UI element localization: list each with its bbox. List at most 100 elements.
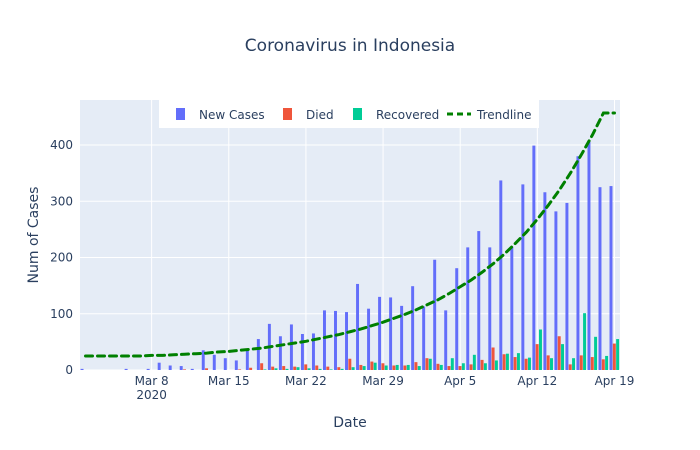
bar-died[interactable] (205, 368, 209, 370)
bar-recovered[interactable] (583, 313, 587, 370)
bar-recovered[interactable] (296, 367, 300, 370)
bar-new-cases[interactable] (278, 336, 282, 370)
bar-recovered[interactable] (329, 369, 333, 370)
bar-died[interactable] (326, 366, 330, 370)
legend-label-recovered[interactable]: Recovered (376, 108, 439, 122)
bar-new-cases[interactable] (455, 268, 459, 370)
bar-new-cases[interactable] (411, 286, 415, 370)
bar-new-cases[interactable] (488, 247, 492, 370)
trendline-path[interactable] (84, 111, 616, 358)
bar-died[interactable] (557, 336, 561, 370)
bar-new-cases[interactable] (124, 368, 128, 370)
bar-died[interactable] (491, 347, 495, 371)
bar-new-cases[interactable] (300, 334, 304, 370)
bar-died[interactable] (304, 364, 308, 370)
bar-new-cases[interactable] (212, 354, 216, 370)
bar-new-cases[interactable] (477, 231, 481, 370)
bar-new-cases[interactable] (422, 306, 426, 370)
bar-new-cases[interactable] (223, 358, 227, 370)
bar-died[interactable] (249, 367, 253, 370)
bar-died[interactable] (425, 358, 429, 370)
bar-recovered[interactable] (594, 336, 598, 370)
bar-recovered[interactable] (428, 358, 432, 370)
bar-died[interactable] (513, 357, 517, 370)
bar-new-cases[interactable] (311, 333, 315, 370)
bar-died[interactable] (601, 359, 605, 370)
bar-new-cases[interactable] (587, 141, 591, 370)
bar-recovered[interactable] (373, 362, 377, 370)
legend-label-trendline[interactable]: Trendline (476, 108, 532, 122)
bar-recovered[interactable] (263, 369, 267, 370)
bar-died[interactable] (524, 358, 528, 370)
bar-recovered[interactable] (362, 366, 366, 370)
bar-new-cases[interactable] (389, 297, 393, 370)
bar-recovered[interactable] (550, 358, 553, 370)
bar-died[interactable] (348, 358, 352, 370)
bar-recovered[interactable] (616, 339, 620, 370)
bar-died[interactable] (260, 363, 264, 370)
bar-recovered[interactable] (406, 364, 410, 370)
bar-new-cases[interactable] (345, 312, 348, 370)
bar-new-cases[interactable] (356, 283, 360, 370)
bar-recovered[interactable] (494, 360, 498, 370)
bar-new-cases[interactable] (598, 187, 602, 370)
bar-recovered[interactable] (461, 363, 465, 370)
bar-recovered[interactable] (472, 354, 476, 370)
bar-new-cases[interactable] (444, 310, 448, 370)
bar-new-cases[interactable] (367, 308, 371, 370)
bar-died[interactable] (337, 367, 341, 370)
bar-recovered[interactable] (340, 368, 344, 370)
bar-new-cases[interactable] (499, 180, 503, 370)
bar-new-cases[interactable] (565, 202, 569, 370)
bar-recovered[interactable] (561, 344, 564, 370)
bar-recovered[interactable] (274, 368, 278, 370)
bar-died[interactable] (271, 366, 275, 370)
bar-died[interactable] (381, 363, 385, 370)
bar-new-cases[interactable] (532, 145, 536, 370)
bar-new-cases[interactable] (256, 339, 260, 370)
bar-new-cases[interactable] (157, 362, 161, 370)
legend-swatch-died[interactable] (283, 108, 292, 120)
bar-recovered[interactable] (572, 358, 576, 370)
bar-new-cases[interactable] (510, 246, 514, 370)
bar-died[interactable] (403, 365, 407, 371)
bar-died[interactable] (502, 354, 506, 370)
bar-recovered[interactable] (539, 329, 542, 371)
bar-died[interactable] (436, 363, 440, 370)
bar-died[interactable] (293, 366, 297, 370)
bar-new-cases[interactable] (400, 305, 404, 370)
bar-recovered[interactable] (384, 365, 388, 371)
bar-recovered[interactable] (605, 355, 609, 370)
bar-new-cases[interactable] (179, 366, 183, 370)
bar-new-cases[interactable] (378, 296, 382, 370)
bar-recovered[interactable] (439, 364, 443, 370)
bar-recovered[interactable] (351, 367, 355, 370)
bar-new-cases[interactable] (334, 310, 337, 370)
bar-recovered[interactable] (395, 364, 399, 370)
legend-label-died[interactable]: Died (306, 108, 334, 122)
bar-died[interactable] (447, 366, 451, 370)
bar-new-cases[interactable] (323, 310, 326, 370)
bar-new-cases[interactable] (168, 365, 172, 371)
bar-new-cases[interactable] (576, 156, 580, 370)
bar-died[interactable] (315, 365, 319, 371)
bar-new-cases[interactable] (201, 350, 205, 370)
bar-new-cases[interactable] (521, 184, 525, 370)
bar-new-cases[interactable] (609, 186, 613, 370)
bar-new-cases[interactable] (466, 247, 470, 370)
legend-swatch-new-cases[interactable] (176, 108, 185, 120)
bar-died[interactable] (370, 361, 374, 370)
bar-recovered[interactable] (505, 353, 509, 370)
bar-new-cases[interactable] (80, 368, 84, 370)
bar-new-cases[interactable] (289, 324, 293, 370)
bar-died[interactable] (282, 366, 286, 370)
bar-recovered[interactable] (450, 358, 454, 370)
bar-recovered[interactable] (318, 368, 322, 370)
bar-recovered[interactable] (417, 366, 421, 370)
bar-died[interactable] (568, 364, 572, 370)
legend-label-new-cases[interactable]: New Cases (199, 108, 265, 122)
bar-died[interactable] (612, 343, 616, 370)
bar-died[interactable] (238, 369, 242, 370)
bar-recovered[interactable] (483, 363, 487, 370)
bar-new-cases[interactable] (190, 368, 194, 370)
